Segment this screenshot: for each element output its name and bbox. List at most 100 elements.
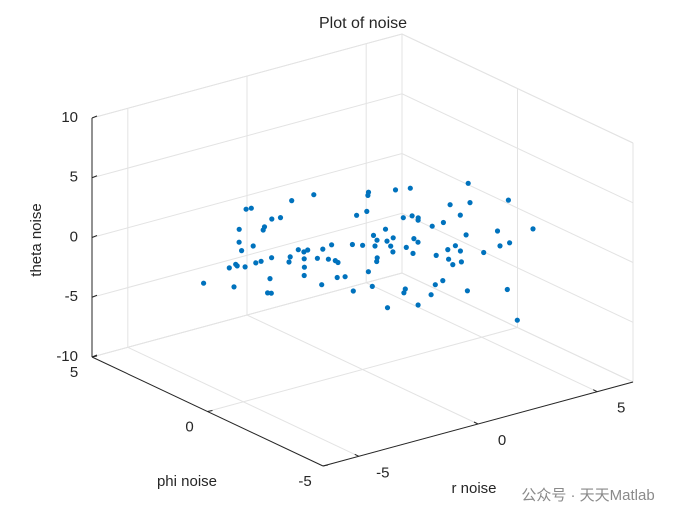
point — [258, 258, 264, 264]
point — [428, 292, 434, 298]
point — [433, 252, 439, 258]
point — [481, 249, 487, 256]
z-tick — [91, 115, 98, 119]
point — [236, 239, 242, 245]
point — [440, 219, 446, 226]
point — [301, 272, 307, 279]
point — [507, 240, 513, 246]
point — [403, 244, 409, 250]
y-tick — [322, 464, 329, 467]
chart-title: Plot of noise — [319, 15, 407, 32]
point — [465, 180, 471, 186]
point — [446, 256, 452, 262]
point — [445, 247, 451, 253]
point — [374, 255, 380, 261]
point — [365, 192, 371, 198]
z-tick-label: 0 — [70, 228, 78, 245]
point — [410, 250, 416, 256]
point — [390, 249, 396, 255]
z-tick — [91, 175, 98, 179]
point — [319, 282, 325, 288]
point — [514, 317, 520, 323]
point — [457, 248, 463, 254]
point — [370, 232, 377, 238]
z-tick — [91, 294, 98, 298]
point — [407, 185, 413, 191]
x-tick — [354, 453, 359, 457]
point — [494, 228, 501, 234]
point — [411, 236, 417, 242]
point — [382, 226, 389, 232]
grid-line — [91, 93, 634, 204]
point — [369, 283, 375, 289]
x-tick — [593, 389, 598, 393]
point — [301, 256, 307, 262]
point — [364, 208, 370, 214]
point — [233, 261, 239, 267]
point — [329, 242, 335, 248]
point — [388, 243, 394, 249]
point — [286, 259, 292, 265]
point — [415, 239, 421, 245]
x-axis-label: r noise — [451, 480, 496, 497]
z-tick-label: 5 — [70, 169, 78, 186]
point — [354, 212, 360, 218]
point — [201, 280, 207, 286]
point — [260, 227, 266, 233]
point — [415, 302, 421, 308]
z-tick-label: -5 — [65, 288, 78, 305]
point — [447, 202, 453, 208]
point — [458, 259, 464, 265]
point — [268, 290, 274, 296]
point — [295, 247, 301, 253]
watermark: 公众号 · 天天Matlab — [521, 487, 654, 504]
z-tick-label: -10 — [56, 348, 78, 365]
point — [415, 217, 421, 223]
point — [242, 264, 248, 270]
point — [464, 288, 470, 294]
point — [372, 243, 378, 249]
point — [277, 215, 284, 221]
y-axis-label: phi noise — [157, 473, 217, 490]
point — [332, 258, 338, 264]
point — [231, 284, 237, 290]
point — [314, 255, 320, 261]
point — [267, 276, 273, 282]
point — [365, 269, 371, 275]
point — [429, 223, 435, 229]
point — [269, 255, 275, 261]
point — [374, 237, 380, 243]
point — [360, 242, 366, 248]
point — [243, 206, 249, 212]
point — [497, 243, 503, 249]
point — [432, 282, 438, 288]
point — [440, 278, 446, 284]
point — [325, 256, 331, 262]
point — [289, 198, 295, 204]
point — [349, 241, 355, 248]
point — [248, 205, 254, 211]
grid-line — [91, 272, 634, 383]
point — [287, 254, 293, 260]
point — [350, 288, 356, 294]
point — [384, 305, 391, 311]
grid-line — [91, 212, 634, 323]
point — [236, 226, 242, 232]
point — [467, 200, 473, 206]
point — [305, 247, 311, 253]
point — [301, 264, 307, 270]
x-tick-label: 5 — [617, 400, 625, 417]
y-tick-label: -5 — [298, 473, 311, 490]
point — [457, 212, 463, 218]
point — [250, 243, 256, 249]
point — [384, 238, 390, 244]
y-tick-label: 0 — [185, 418, 193, 435]
z-axis-label: theta noise — [28, 203, 45, 276]
point — [402, 286, 408, 292]
z-tick — [91, 235, 98, 238]
point — [311, 192, 317, 198]
point — [269, 216, 275, 222]
point — [390, 235, 396, 241]
